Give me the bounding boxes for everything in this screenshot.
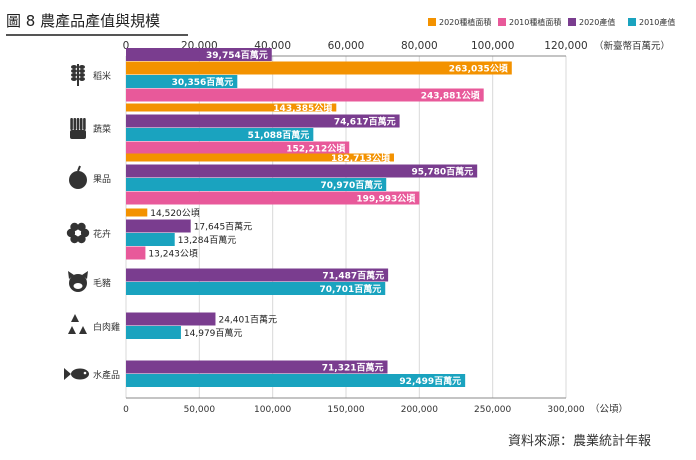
bar-value-label: 152,212公頃 xyxy=(286,143,346,155)
category-label: 蔬菜 xyxy=(93,123,111,135)
bar-area2010 xyxy=(126,88,484,102)
bar-value2020 xyxy=(126,48,272,61)
bar-value2010 xyxy=(126,75,238,88)
chart-title: 圖 8 農產品產值與規模 xyxy=(6,12,161,30)
bar-value-label: 14,520公頃 xyxy=(150,208,200,219)
bar-value2010 xyxy=(126,178,387,191)
legend-item: 2010產值 xyxy=(628,18,675,28)
bar-value-label: 70,701百萬元 xyxy=(320,283,382,295)
bar-value-label: 71,487百萬元 xyxy=(322,270,384,282)
bar-value-label: 24,401百萬元 xyxy=(218,314,277,326)
bar-value-label: 13,243公頃 xyxy=(148,249,198,260)
chicken-icon xyxy=(68,314,87,334)
fruit-icon xyxy=(69,165,87,189)
bottom-axis-tick-label: 100,000 xyxy=(254,405,291,415)
category-label: 白肉雞 xyxy=(93,321,120,333)
category-label: 毛豬 xyxy=(93,277,111,289)
legend-label: 2010種植面積 xyxy=(509,18,562,27)
flower-icon xyxy=(66,222,90,244)
bar-value-label: 71,321百萬元 xyxy=(322,362,384,374)
fish-icon xyxy=(64,368,89,380)
top-axis-tick-label: 60,000 xyxy=(328,40,365,52)
bar-value2020 xyxy=(126,164,478,178)
bottom-axis-tick-label: 250,000 xyxy=(474,405,511,415)
pig-icon xyxy=(68,271,88,292)
top-axis-tick-label: 0 xyxy=(123,40,130,52)
bar-value2010 xyxy=(126,128,314,141)
bar-area2020 xyxy=(126,103,337,112)
category-label: 稻米 xyxy=(93,70,111,82)
legend-swatch xyxy=(568,18,576,26)
bar-value-label: 199,993公頃 xyxy=(356,193,416,205)
bottom-axis-tick-label: 150,000 xyxy=(327,405,364,415)
bar-value2020 xyxy=(126,219,191,233)
bar-value2020 xyxy=(126,268,389,282)
bar-value2010 xyxy=(126,374,466,387)
bar-value-label: 182,713公頃 xyxy=(331,152,391,164)
bar-area2020 xyxy=(126,153,394,162)
bar-value2010 xyxy=(126,282,386,295)
legend-swatch xyxy=(428,18,436,26)
bar-value2020 xyxy=(126,360,388,374)
bar-area2020 xyxy=(126,208,148,217)
bar-value2020 xyxy=(126,312,216,326)
bar-value-label: 30,356百萬元 xyxy=(172,76,234,88)
bar-value-label: 263,035公頃 xyxy=(449,63,509,75)
bottom-axis-tick-label: 50,000 xyxy=(184,405,216,415)
top-axis-tick-label: 120,000 xyxy=(544,40,587,52)
bar-value-label: 74,617百萬元 xyxy=(334,116,396,128)
chart-title-block: 圖 8 農產品產值與規模 xyxy=(6,8,188,36)
bottom-axis-tick-label: 0 xyxy=(123,405,129,415)
bar-value2010 xyxy=(126,233,175,246)
top-axis-unit: （新臺幣百萬元） xyxy=(594,40,670,52)
legend-swatch xyxy=(498,18,506,26)
bar-value-label: 95,780百萬元 xyxy=(411,166,473,178)
rice-icon xyxy=(71,64,85,86)
bar-value-label: 243,881公頃 xyxy=(421,90,481,102)
legend-item: 2020產值 xyxy=(568,18,615,28)
bottom-axis-tick-label: 300,000 xyxy=(547,405,584,415)
bar-value-label: 70,970百萬元 xyxy=(320,179,382,191)
bar-area2010 xyxy=(126,141,350,155)
bar-value-label: 92,499百萬元 xyxy=(399,375,461,387)
legend-label: 2020種植面積 xyxy=(439,18,492,27)
bar-value-label: 17,645百萬元 xyxy=(194,221,253,233)
bar-value2020 xyxy=(126,114,400,128)
bar-area2020 xyxy=(126,61,512,75)
bar-value-label: 51,088百萬元 xyxy=(248,129,310,141)
bar-value-label: 13,284百萬元 xyxy=(178,234,237,246)
legend-label: 2010產值 xyxy=(639,18,676,27)
legend-item: 2020種植面積 xyxy=(428,18,491,28)
category-label: 水產品 xyxy=(93,369,120,381)
bar-area2010 xyxy=(126,246,146,260)
bottom-axis-tick-label: 200,000 xyxy=(401,405,438,415)
bar-area2010 xyxy=(126,191,420,205)
legend-item: 2010種植面積 xyxy=(498,18,561,28)
top-axis-tick-label: 80,000 xyxy=(401,40,438,52)
category-label: 果品 xyxy=(93,174,111,185)
category-label: 花卉 xyxy=(93,228,111,240)
bar-value2010 xyxy=(126,326,181,339)
bar-value-label: 14,979百萬元 xyxy=(184,327,243,339)
legend-swatch xyxy=(628,18,636,26)
vegetable-icon xyxy=(70,118,86,139)
bottom-axis-unit: （公頃） xyxy=(590,403,628,415)
top-axis-tick-label: 100,000 xyxy=(471,40,514,52)
legend-label: 2020產值 xyxy=(579,18,616,27)
bar-value-label: 39,754百萬元 xyxy=(206,49,268,61)
bar-value-label: 143,385公頃 xyxy=(273,102,333,114)
source-note: 資料來源：農業統計年報 xyxy=(508,434,652,449)
